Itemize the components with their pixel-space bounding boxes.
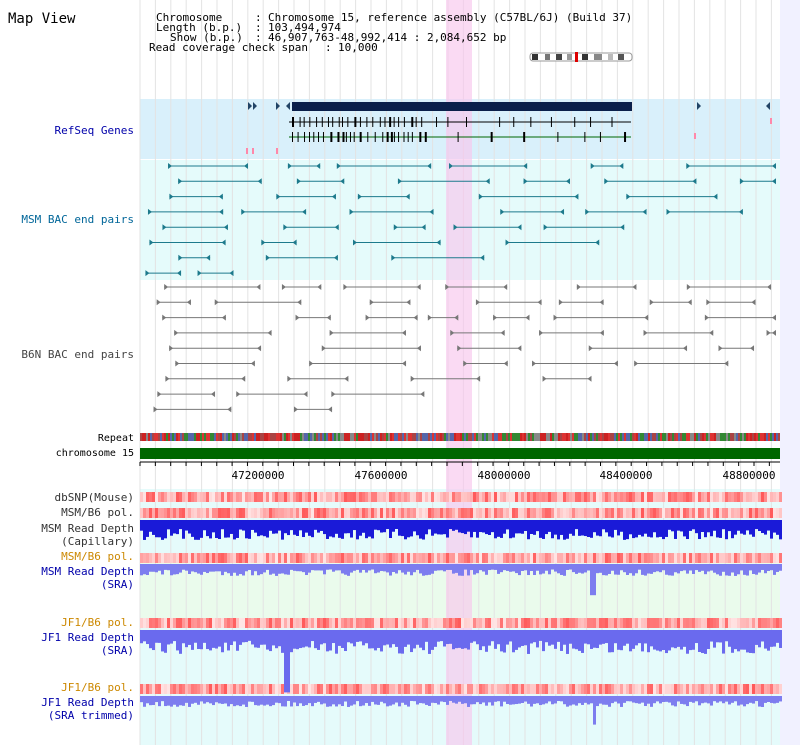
- axis-tick-label: 48800000: [723, 469, 776, 482]
- coverage-key: Read coverage check span: [149, 41, 308, 54]
- repeat-track[interactable]: [140, 433, 780, 441]
- page-title: Map View: [8, 11, 76, 27]
- b6n-bac-pairs[interactable]: [153, 284, 776, 413]
- chromosome-bar[interactable]: [140, 448, 780, 459]
- b6n-bac-label[interactable]: B6N BAC end pairs: [21, 348, 134, 361]
- axis-tick-label: 47200000: [232, 469, 285, 482]
- read-depth-tracks[interactable]: [140, 520, 782, 725]
- jf1-depth-sra-label-2: (SRA): [101, 644, 134, 657]
- axis-tick-label: 48400000: [600, 469, 653, 482]
- coverage-value: 10,000: [338, 41, 378, 54]
- axis-tick-label: 47600000: [355, 469, 408, 482]
- jf1-b6-pol-label-2[interactable]: JF1/B6 pol.: [61, 681, 134, 694]
- chromosome-value: Chromosome 15, reference assembly (C57BL…: [268, 11, 632, 24]
- msm-depth-sra-label[interactable]: MSM Read Depth: [41, 565, 134, 578]
- info-block: Chromosome : Chromosome 15, reference as…: [149, 11, 632, 54]
- position-axis: 47200000 47600000 48000000 48400000 4880…: [139, 461, 780, 482]
- length-value: 103,494,974: [268, 21, 341, 34]
- polymorphism-strips[interactable]: [140, 492, 782, 694]
- jf1-depth-sra-label[interactable]: JF1 Read Depth: [41, 631, 134, 644]
- jf1-b6-pol-label[interactable]: JF1/B6 pol.: [61, 616, 134, 629]
- repeat-label: Repeat: [98, 433, 134, 444]
- chromosome-track-label: chromosome 15: [56, 448, 134, 459]
- msm-bac-label[interactable]: MSM BAC end pairs: [21, 213, 134, 226]
- chromosome-key: Chromosome: [156, 11, 222, 24]
- msm-depth-cap-label-2: (Capillary): [61, 535, 134, 548]
- colon: :: [255, 11, 262, 24]
- refseq-genes-label[interactable]: RefSeq Genes: [55, 124, 134, 137]
- msm-b6-pol-label[interactable]: MSM/B6 pol.: [61, 506, 134, 519]
- svg-text::: :: [255, 21, 262, 34]
- msm-bac-pairs[interactable]: [145, 163, 776, 277]
- jf1-depth-trim-label[interactable]: JF1 Read Depth: [41, 696, 134, 709]
- msm-depth-sra-label-2: (SRA): [101, 578, 134, 591]
- svg-text::: :: [255, 31, 262, 44]
- dbsnp-label[interactable]: dbSNP(Mouse): [55, 491, 134, 504]
- length-key: Length (b.p.): [156, 21, 242, 34]
- show-key: Show (b.p.): [170, 31, 243, 44]
- jf1-depth-trim-label-2: (SRA trimmed): [48, 709, 134, 722]
- msm-depth-cap-label[interactable]: MSM Read Depth: [41, 522, 134, 535]
- show-value: 46,907,763-48,992,414 : 2,084,652 bp: [268, 31, 506, 44]
- ideogram-position-marker: [575, 52, 578, 62]
- gene-block[interactable]: [292, 102, 632, 111]
- msm-b6-pol-label-2[interactable]: MSM/B6 pol.: [61, 550, 134, 563]
- axis-tick-label: 48000000: [478, 469, 531, 482]
- refseq-genes-track[interactable]: [246, 102, 772, 154]
- svg-text::: :: [325, 41, 332, 54]
- right-gutter: [780, 0, 800, 745]
- chromosome-ideogram[interactable]: [529, 52, 633, 62]
